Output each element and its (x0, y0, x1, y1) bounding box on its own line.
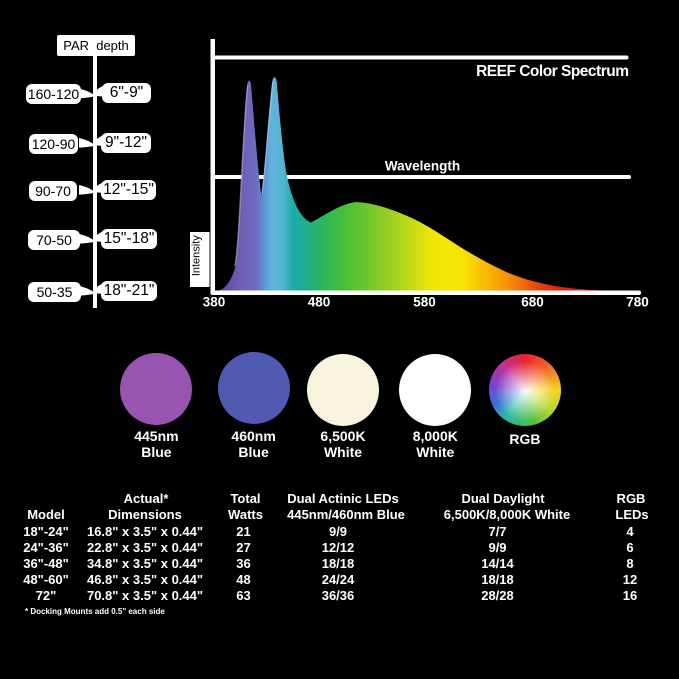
svg-text:REEF Color Spectrum: REEF Color Spectrum (476, 63, 628, 80)
svg-text:780: 780 (626, 295, 649, 310)
svg-text:380: 380 (203, 295, 226, 310)
svg-text:Wavelength: Wavelength (385, 159, 460, 174)
svg-text:Intensity: Intensity (191, 235, 203, 276)
svg-text:480: 480 (308, 295, 331, 310)
svg-text:580: 580 (413, 295, 436, 310)
svg-text:680: 680 (521, 295, 544, 310)
